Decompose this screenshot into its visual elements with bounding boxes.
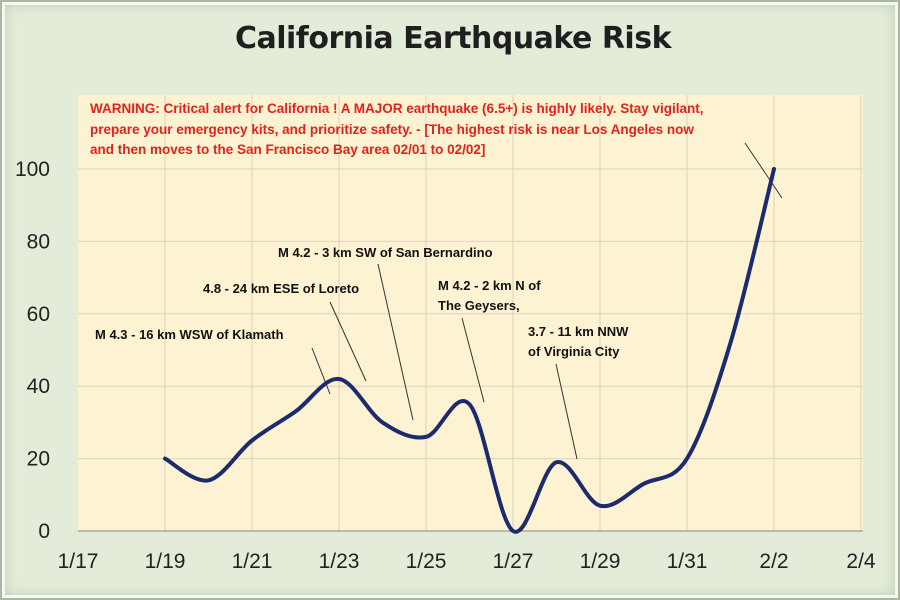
event-annotation: M 4.2 - 2 km N of The Geysers, — [438, 278, 541, 313]
data-point — [207, 479, 210, 482]
event-annotation: M 4.2 - 3 km SW of San Bernardino — [278, 245, 493, 260]
y-axis-labels: 0 20 40 60 80 100 — [15, 158, 50, 543]
annotation-line: M 4.2 - 3 km SW of San Bernardino — [278, 245, 493, 260]
x-tick-label: 2/2 — [759, 550, 788, 573]
y-tick-label: 20 — [27, 448, 50, 471]
warning-line: prepare your emergency kits, and priorit… — [90, 122, 694, 137]
annotation-line: The Geysers, — [438, 298, 520, 313]
data-point — [685, 457, 689, 460]
data-point — [511, 529, 515, 533]
x-tick-label: 1/19 — [145, 550, 186, 573]
annotation-line: 3.7 - 11 km NNW — [528, 324, 629, 339]
x-tick-label: 1/25 — [406, 550, 447, 573]
data-point — [598, 504, 602, 507]
series-points — [163, 167, 776, 533]
event-annotation: 3.7 - 11 km NNW of Virginia City — [528, 324, 629, 359]
warning-line: WARNING: Critical alert for California !… — [90, 101, 704, 116]
event-annotations: M 4.3 - 16 km WSW of Klamath 4.8 - 24 km … — [95, 245, 629, 359]
annotation-leader-line — [377, 263, 414, 421]
x-tick-label: 1/21 — [232, 550, 273, 573]
data-point — [381, 421, 384, 424]
y-tick-label: 100 — [15, 158, 50, 181]
y-tick-label: 60 — [27, 303, 50, 326]
chart-title: California Earthquake Risk — [235, 21, 673, 56]
data-point — [555, 461, 558, 464]
warning-text: WARNING: Critical alert for California !… — [90, 101, 704, 157]
warning-leader-line — [744, 142, 783, 199]
event-annotation: M 4.3 - 16 km WSW of Klamath — [95, 327, 284, 342]
data-point — [337, 377, 341, 381]
x-axis-labels: 1/17 1/19 1/21 1/23 1/25 1/27 1/29 1/31 2/2 2/4 — [58, 550, 876, 573]
x-tick-label: 2/4 — [846, 550, 876, 573]
annotation-leader-line — [555, 363, 578, 460]
data-point — [250, 439, 254, 442]
data-point — [424, 435, 428, 439]
data-point — [163, 457, 167, 460]
annotation-leader-line — [329, 301, 367, 382]
annotation-line: of Virginia City — [528, 344, 620, 359]
data-point — [294, 410, 297, 413]
x-tick-label: 1/23 — [319, 550, 360, 573]
event-annotation: 4.8 - 24 km ESE of Loreto — [203, 281, 359, 296]
x-tick-label: 1/27 — [493, 550, 534, 573]
x-tick-label: 1/29 — [580, 550, 621, 573]
y-tick-label: 0 — [38, 520, 50, 543]
x-tick-label: 1/31 — [667, 550, 708, 573]
x-tick-label: 1/17 — [58, 550, 99, 573]
annotation-line: M 4.3 - 16 km WSW of Klamath — [95, 327, 284, 342]
warning-line: and then moves to the San Francisco Bay … — [90, 142, 485, 157]
annotation-line: M 4.2 - 2 km N of — [438, 278, 541, 293]
y-tick-label: 80 — [27, 230, 50, 253]
data-point — [772, 167, 776, 171]
plot-area — [78, 95, 863, 531]
annotation-leader-line — [311, 347, 331, 395]
data-point — [729, 341, 732, 344]
data-point — [468, 403, 471, 406]
annotation-line: 4.8 - 24 km ESE of Loreto — [203, 281, 359, 296]
annotation-leaders — [311, 142, 783, 460]
annotation-leader-line — [461, 317, 485, 403]
y-tick-label: 40 — [27, 375, 50, 398]
data-point — [642, 482, 645, 486]
risk-series-line — [163, 167, 776, 534]
